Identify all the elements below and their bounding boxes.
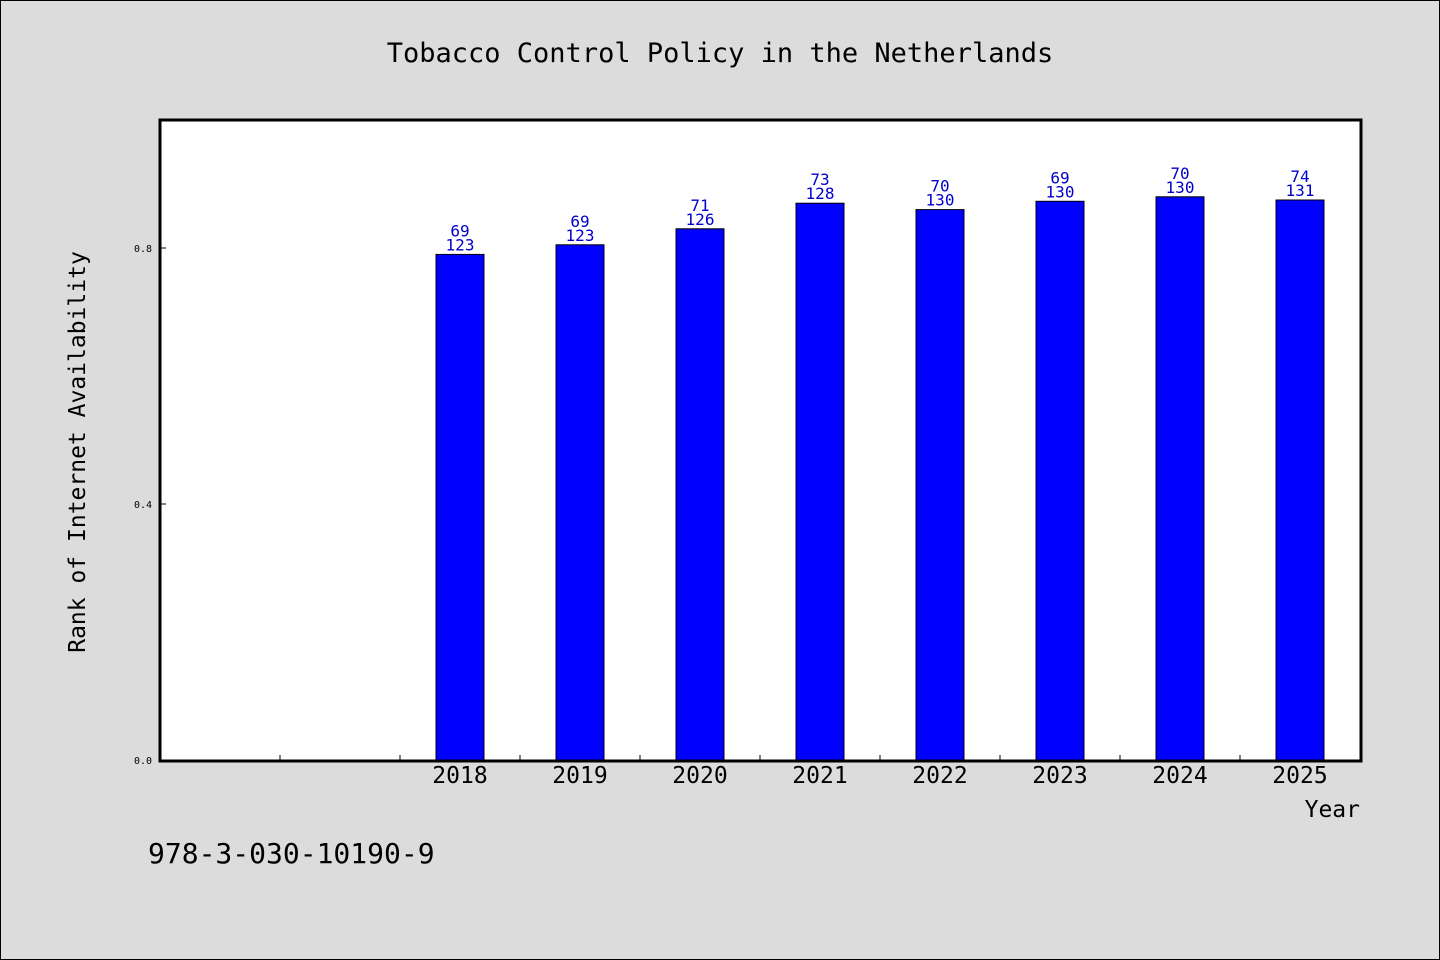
bar-label-bottom: 130 xyxy=(1166,178,1195,197)
x-tick-label: 2021 xyxy=(792,763,847,789)
y-tick-label: 0.4 xyxy=(134,500,152,511)
bar-2025 xyxy=(1275,199,1325,761)
bar-label-top: 71 xyxy=(690,196,709,215)
y-tick-label: 0.0 xyxy=(134,756,152,767)
bar-label-bottom: 126 xyxy=(686,210,715,229)
x-axis: 2018 2019 2020 2021 2022 2023 2024 2025 xyxy=(279,755,1361,789)
bar-label-bottom: 130 xyxy=(926,191,955,210)
y-axis-label: Rank of Internet Availability xyxy=(65,251,91,653)
bar-label-top: 69 xyxy=(570,212,589,231)
bar-2020 xyxy=(675,228,725,761)
isbn-text: 978-3-030-10190-9 xyxy=(148,837,435,870)
bar-2019 xyxy=(555,244,605,761)
bar-2021 xyxy=(795,202,845,761)
chart-title: Tobacco Control Policy in the Netherland… xyxy=(387,38,1053,69)
bar-label-top: 74 xyxy=(1290,167,1309,186)
bar-label-bottom: 130 xyxy=(1046,182,1075,201)
bar-2018 xyxy=(435,253,485,761)
bar-label-top: 70 xyxy=(1170,164,1189,183)
bar-label-top: 73 xyxy=(810,170,829,189)
bar-2023 xyxy=(1035,200,1085,761)
bar-label-top: 70 xyxy=(930,177,949,196)
bar-label-top: 69 xyxy=(1050,168,1069,187)
bar-label-top: 69 xyxy=(450,221,469,240)
bar-label-bottom: 123 xyxy=(566,226,595,245)
x-tick-label: 2018 xyxy=(432,763,487,789)
x-tick-label: 2022 xyxy=(912,763,967,789)
bar-label-bottom: 128 xyxy=(806,184,835,203)
x-tick-label: 2025 xyxy=(1272,763,1327,789)
y-tick-label: 0.8 xyxy=(134,244,152,255)
bar-2022 xyxy=(915,209,965,761)
bar-label-bottom: 123 xyxy=(446,235,475,254)
bar-label-bottom: 131 xyxy=(1286,181,1315,200)
x-tick-label: 2023 xyxy=(1032,763,1087,789)
y-axis: 0.0 0.4 0.8 xyxy=(134,244,166,767)
x-axis-label: Year xyxy=(1305,797,1360,823)
x-tick-label: 2019 xyxy=(552,763,607,789)
bar-2024 xyxy=(1155,196,1205,761)
x-tick-label: 2024 xyxy=(1152,763,1207,789)
x-tick-label: 2020 xyxy=(672,763,727,789)
